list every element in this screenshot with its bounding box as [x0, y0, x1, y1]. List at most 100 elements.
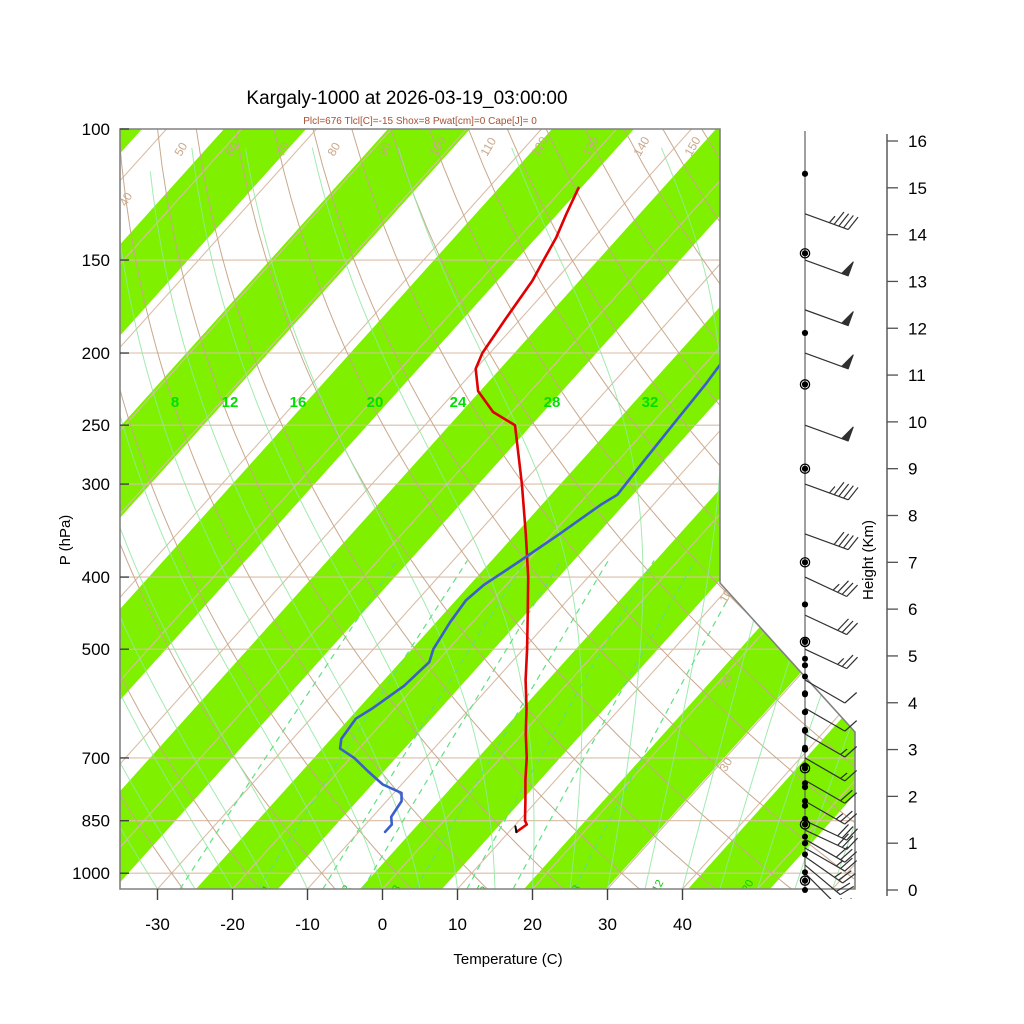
wind-barb [804, 856, 856, 884]
mixing-ratio-label: 5 [475, 883, 488, 894]
wind-barb [804, 757, 858, 782]
mixing-ratio-labels: 1 2 3 5 8 12 20 [260, 878, 756, 894]
height-axis-label: Height (Km) [860, 520, 877, 600]
wind-barb [804, 829, 858, 851]
wind-barb [804, 733, 858, 758]
temperature-tick-label: 10 [448, 915, 467, 934]
height-marker-filled [801, 601, 809, 608]
height-marker-filled [802, 673, 808, 680]
height-marker-open [799, 636, 811, 648]
height-marker-filled [801, 877, 809, 884]
temperature-tick-label: 0 [378, 915, 387, 934]
height-marker-filled [802, 780, 808, 787]
wind-barb [804, 259, 854, 277]
wind-barb [804, 481, 859, 501]
isotherm-label: 30 [716, 755, 735, 774]
height-tick-label: 5 [908, 647, 917, 666]
height-tick-label: 12 [908, 319, 927, 338]
height-tick-label: 7 [908, 553, 917, 572]
temperature-tick-label: -30 [145, 915, 170, 934]
pressure-tick-label: 700 [82, 749, 110, 768]
height-marker-filled [802, 655, 808, 662]
temperature-tick-label: 30 [598, 915, 617, 934]
profile-parcel [514, 825, 518, 833]
height-marker-filled [802, 851, 808, 858]
temperature-tick-label: 40 [673, 915, 692, 934]
temperature-tick-label: 20 [523, 915, 542, 934]
pressure-tick-label: 100 [82, 120, 110, 139]
height-marker-filled [801, 802, 809, 809]
mixing-ratio-label: 3 [390, 883, 403, 894]
pressure-tick-label: 200 [82, 344, 110, 363]
wind-barb [804, 531, 859, 551]
thetae-label: 28 [544, 394, 561, 411]
height-tick-label: 2 [908, 787, 917, 806]
mixing-ratio-label: 12 [650, 878, 666, 894]
wind-barb [804, 679, 858, 704]
dry-adiabat-label: 60 [222, 140, 241, 159]
height-marker-filled [801, 840, 809, 847]
stability-indices: Plcl=676 Tlcl[C]=-15 Shox=8 Pwat[cm]=0 C… [303, 116, 537, 127]
height-marker-filled [801, 250, 809, 257]
pressure-axis: 100 150 200 250 300 400 500 700 850 1000 [72, 120, 129, 883]
height-marker-open [799, 463, 811, 474]
wind-barb [804, 614, 858, 636]
temperature-tick-label: -10 [295, 915, 320, 934]
height-marker-filled [802, 887, 808, 893]
profile-temperature [474, 186, 580, 834]
height-tick-label: 15 [908, 179, 927, 198]
height-marker-filled [802, 869, 808, 876]
pressure-tick-label: 1000 [72, 864, 110, 883]
height-tick-label: 10 [908, 413, 927, 432]
wind-barb [804, 838, 858, 863]
wind-barb-column [799, 131, 859, 899]
wind-barb [804, 872, 852, 899]
wind-barb [804, 847, 858, 872]
height-marker-open [799, 557, 811, 568]
thetae-labels: 8 12 16 20 24 28 32 [171, 394, 659, 411]
height-marker-filled [802, 637, 808, 644]
height-tick-label: 8 [908, 507, 917, 526]
height-marker-filled [802, 744, 808, 751]
moist-adiabat-lines [120, 147, 855, 889]
height-tick-label: 16 [908, 132, 927, 151]
mixing-ratio-label: 20 [740, 878, 756, 894]
wind-barb [804, 576, 858, 598]
dry-adiabat-label: 90 [375, 140, 394, 159]
wind-barb [804, 779, 858, 804]
page-title: Kargaly-1000 at 2026-03-19_03:00:00 [246, 88, 567, 109]
dry-adiabat-label: 50 [171, 140, 190, 159]
height-tick-label: 14 [908, 226, 927, 245]
thetae-label: 16 [290, 394, 307, 411]
mixing-ratio-lines [179, 560, 750, 889]
temperature-axis: -30 -20 -10 0 10 20 30 40 [145, 889, 692, 934]
temperature-axis-label: Temperature (C) [453, 951, 562, 968]
wind-barb [804, 800, 858, 825]
height-tick-label: 13 [908, 272, 927, 291]
mixing-ratio-label: 8 [570, 883, 583, 894]
height-marker-filled [802, 726, 808, 733]
height-tick-label: 9 [908, 460, 917, 479]
mixing-ratio-label: 1 [260, 883, 273, 894]
height-tick-label: 11 [908, 366, 926, 385]
height-marker-filled [801, 381, 809, 388]
wind-barb [804, 211, 859, 231]
wind-barb [804, 864, 855, 896]
height-marker-filled [801, 465, 809, 472]
height-marker-open [799, 875, 811, 886]
thetae-label: 8 [171, 394, 179, 411]
height-marker-filled [801, 821, 809, 828]
height-marker-filled [801, 170, 809, 177]
height-tick-label: 3 [908, 741, 917, 760]
height-marker-filled [801, 662, 809, 669]
isotherm-label: 20 [716, 671, 735, 690]
height-marker-open [799, 379, 811, 390]
mixing-ratio-label: 2 [340, 883, 353, 894]
thetae-label: 24 [450, 394, 467, 411]
wind-barb [804, 820, 858, 841]
wind-barb [804, 309, 854, 327]
wind-barb [804, 707, 858, 732]
